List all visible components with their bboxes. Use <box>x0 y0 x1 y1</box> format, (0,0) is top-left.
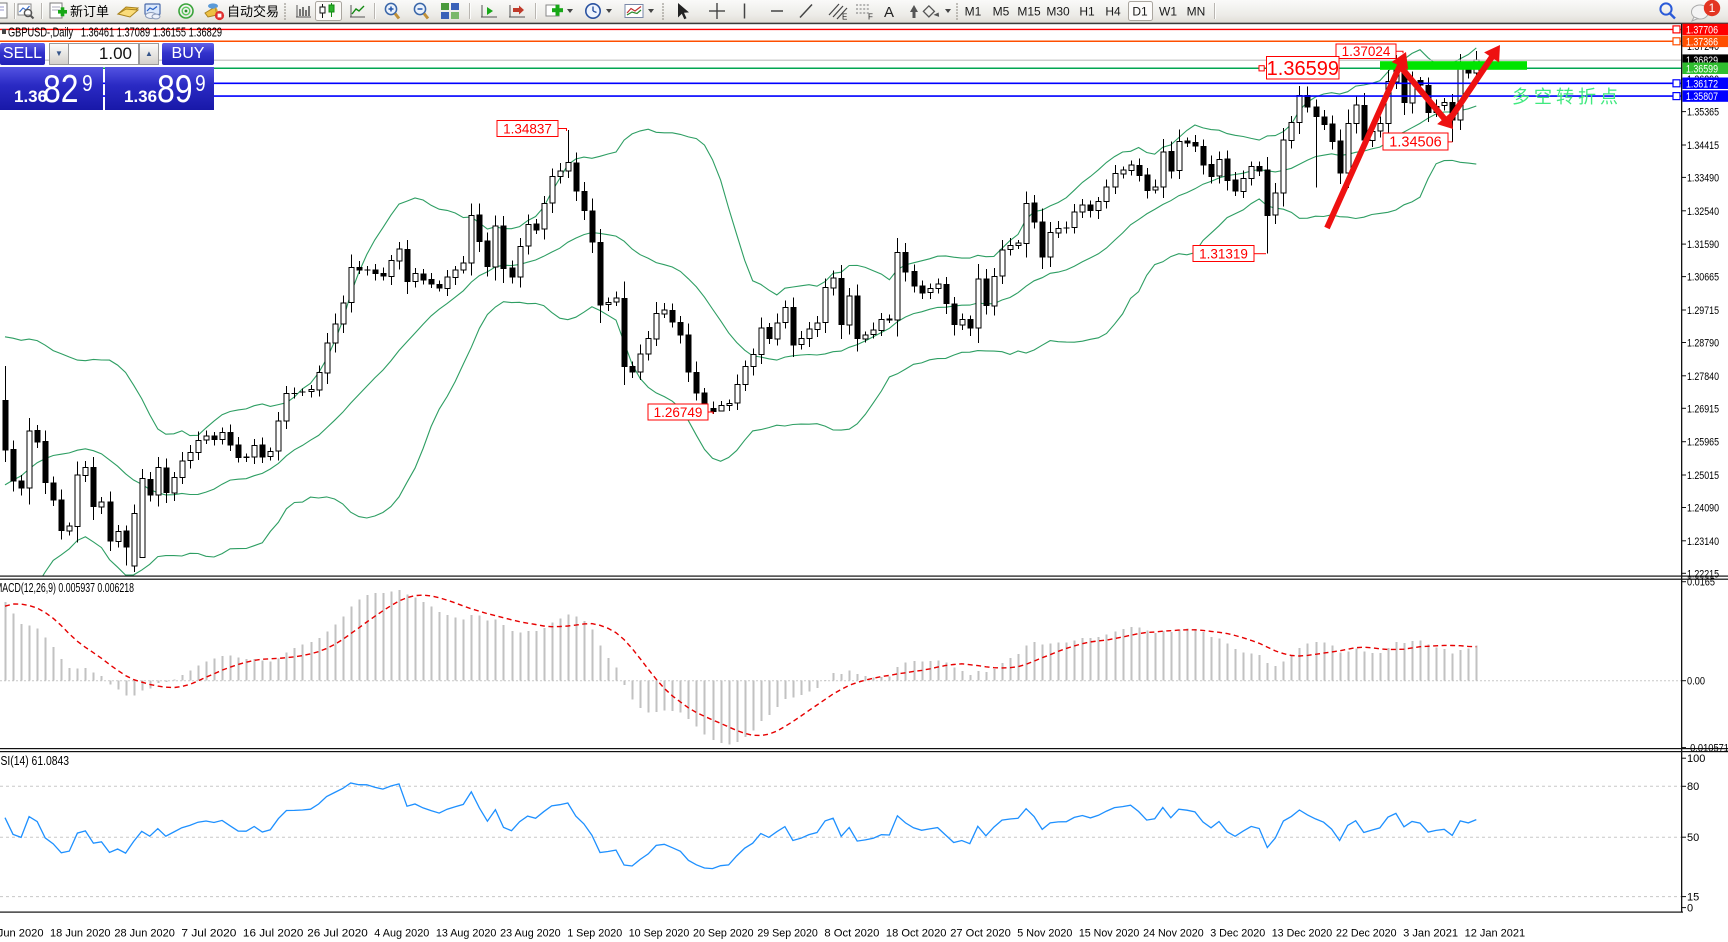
svg-text:100: 100 <box>1687 753 1705 765</box>
svg-text:1.23140: 1.23140 <box>1687 536 1719 548</box>
svg-text:18 Jun 2020: 18 Jun 2020 <box>50 928 111 940</box>
svg-text:1 Sep 2020: 1 Sep 2020 <box>567 928 622 940</box>
svg-text:1.22215: 1.22215 <box>1687 568 1719 580</box>
svg-text:8 Oct 2020: 8 Oct 2020 <box>824 928 879 940</box>
svg-text:3 Dec 2020: 3 Dec 2020 <box>1210 928 1265 940</box>
svg-text:16 Jul 2020: 16 Jul 2020 <box>243 928 304 940</box>
svg-text:1.27840: 1.27840 <box>1687 371 1719 383</box>
svg-text:1.36599: 1.36599 <box>1267 58 1339 80</box>
svg-text:1.25015: 1.25015 <box>1687 470 1719 482</box>
svg-text:0.0165: 0.0165 <box>1687 577 1715 589</box>
svg-text:1: 1 <box>1709 1 1716 15</box>
svg-text:23 Aug 2020: 23 Aug 2020 <box>500 928 561 940</box>
svg-text:F: F <box>868 13 873 22</box>
svg-text:RSI(14) 61.0843: RSI(14) 61.0843 <box>0 754 69 768</box>
svg-text:1.31319: 1.31319 <box>1199 246 1248 261</box>
svg-text:多空转折点: 多空转折点 <box>1512 87 1622 107</box>
svg-text:1.36172: 1.36172 <box>1686 78 1718 90</box>
svg-text:MN: MN <box>1187 5 1206 19</box>
svg-text:M15: M15 <box>1017 5 1041 19</box>
svg-text:29 Sep 2020: 29 Sep 2020 <box>757 928 818 940</box>
svg-text:80: 80 <box>1687 781 1699 793</box>
svg-text:1.37366: 1.37366 <box>1686 36 1718 48</box>
svg-text:50: 50 <box>1687 832 1699 844</box>
svg-text:M1: M1 <box>965 5 982 19</box>
svg-text:1.34415: 1.34415 <box>1687 140 1719 152</box>
svg-text:20 Sep 2020: 20 Sep 2020 <box>693 928 754 940</box>
svg-text:H4: H4 <box>1105 5 1121 19</box>
svg-text:26 Jul 2020: 26 Jul 2020 <box>307 928 368 940</box>
svg-text:1.29715: 1.29715 <box>1687 305 1719 317</box>
svg-text:7 Jul 2020: 7 Jul 2020 <box>181 928 236 940</box>
svg-text:24 Nov 2020: 24 Nov 2020 <box>1143 928 1204 940</box>
svg-text:1.30665: 1.30665 <box>1687 272 1719 284</box>
svg-text:1.36599: 1.36599 <box>1686 63 1718 75</box>
svg-text:1.35365: 1.35365 <box>1687 107 1719 119</box>
svg-text:1.35807: 1.35807 <box>1686 91 1718 103</box>
svg-text:4 Aug 2020: 4 Aug 2020 <box>374 928 429 940</box>
svg-text:22 Dec 2020: 22 Dec 2020 <box>1336 928 1397 940</box>
svg-text:1.33490: 1.33490 <box>1687 172 1719 184</box>
svg-text:1.37024: 1.37024 <box>1342 44 1391 59</box>
svg-text:1.24090: 1.24090 <box>1687 503 1719 515</box>
svg-text:-0.010571: -0.010571 <box>1687 743 1728 755</box>
svg-text:1.25965: 1.25965 <box>1687 437 1719 449</box>
svg-text:H1: H1 <box>1079 5 1095 19</box>
svg-text:MACD(12,26,9) 0.005937 0.00621: MACD(12,26,9) 0.005937 0.006218 <box>0 581 134 595</box>
svg-text:W1: W1 <box>1159 5 1177 19</box>
svg-text:GBPUSD-,Daily 1.36461 1.3708: GBPUSD-,Daily 1.36461 1.37089 1.36155 1.… <box>8 25 222 40</box>
svg-text:27 Oct 2020: 27 Oct 2020 <box>950 928 1011 940</box>
svg-text:0.00: 0.00 <box>1687 676 1705 688</box>
svg-text:E: E <box>842 13 847 22</box>
svg-text:1.37706: 1.37706 <box>1686 24 1718 36</box>
svg-text:15: 15 <box>1687 891 1699 903</box>
svg-text:1.26915: 1.26915 <box>1687 403 1719 415</box>
svg-text:1.34837: 1.34837 <box>503 121 552 136</box>
svg-text:M5: M5 <box>993 5 1010 19</box>
svg-text:新订单: 新订单 <box>70 4 109 19</box>
svg-text:8 Jun 2020: 8 Jun 2020 <box>0 928 44 940</box>
svg-text:5 Nov 2020: 5 Nov 2020 <box>1017 928 1072 940</box>
svg-text:1.26749: 1.26749 <box>654 405 703 420</box>
svg-text:13 Aug 2020: 13 Aug 2020 <box>436 928 497 940</box>
svg-text:1.31590: 1.31590 <box>1687 239 1719 251</box>
svg-text:15 Nov 2020: 15 Nov 2020 <box>1079 928 1140 940</box>
svg-text:13 Dec 2020: 13 Dec 2020 <box>1272 928 1333 940</box>
svg-text:D1: D1 <box>1132 5 1148 19</box>
svg-text:M30: M30 <box>1046 5 1070 19</box>
svg-text:1.34506: 1.34506 <box>1389 135 1441 151</box>
svg-text:18 Oct 2020: 18 Oct 2020 <box>886 928 947 940</box>
svg-text:0: 0 <box>1687 903 1693 915</box>
svg-text:1.32540: 1.32540 <box>1687 206 1719 218</box>
svg-text:10 Sep 2020: 10 Sep 2020 <box>629 928 690 940</box>
svg-text:1.28790: 1.28790 <box>1687 338 1719 350</box>
svg-text:28 Jun 2020: 28 Jun 2020 <box>114 928 175 940</box>
svg-text:3 Jan 2021: 3 Jan 2021 <box>1403 928 1458 940</box>
svg-text:A: A <box>884 4 894 21</box>
svg-text:自动交易: 自动交易 <box>227 4 279 19</box>
svg-text:12 Jan 2021: 12 Jan 2021 <box>1465 928 1526 940</box>
